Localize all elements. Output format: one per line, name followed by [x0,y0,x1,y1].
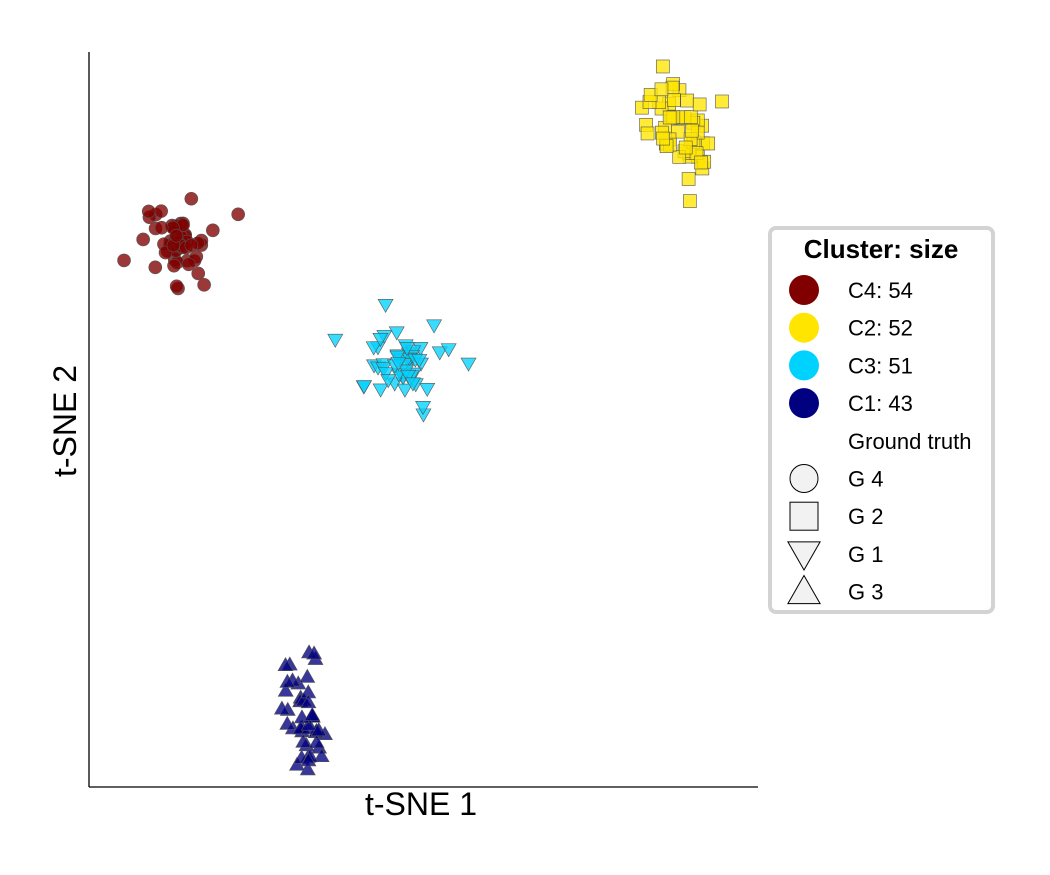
data-point-c3 [426,319,443,334]
data-point-c3 [415,401,432,416]
data-point-c3 [327,333,344,348]
data-point-c1 [300,716,317,731]
data-point-c3 [356,380,373,395]
data-point-c2 [656,59,670,74]
legend-swatch-2 [789,312,819,343]
data-point-c2 [662,110,677,125]
data-point-c4 [141,204,156,219]
data-point-c4 [169,279,184,294]
data-point-c1 [310,722,327,737]
data-point-c2 [683,110,698,124]
data-point-c4 [181,257,196,272]
legend-items: C4: 54 C2: 52 C3: 51 C1: 43 Ground truth G 4 G… [787,275,972,605]
data-point-c1 [279,673,296,688]
data-point-c2 [694,155,708,170]
data-point-c1 [306,645,323,660]
data-point-c4 [206,223,220,238]
data-point-c4 [154,204,168,218]
data-point-c1 [299,668,316,683]
data-point-c1 [300,752,317,767]
legend-cluster-label: C4: 54 [848,278,913,303]
data-point-c1 [299,761,316,776]
data-point-c3 [404,377,421,392]
data-point-c1 [277,656,294,671]
data-point-c4 [231,207,245,222]
legend-shape-label: G 1 [848,542,883,567]
data-point-c4 [167,258,181,273]
data-point-c1 [300,694,317,709]
data-point-c2 [656,131,670,146]
data-point-c4 [136,232,150,247]
x-axis-label: t-SNE 1 [365,786,477,822]
data-point-c4 [184,191,199,206]
y-axis-label: t-SNE 2 [47,365,83,477]
legend-shape-label: G 2 [848,504,883,529]
legend-shape-circle [789,464,819,493]
legend-swatch-3 [789,350,819,381]
data-point-c3 [411,354,428,369]
data-point-c3 [372,333,389,347]
data-point-c2 [684,123,699,138]
data-point-c4 [169,228,184,243]
data-point-c1 [308,734,325,749]
data-point-c3 [365,341,382,356]
data-point-c3 [377,299,394,314]
data-point-c1 [304,706,321,721]
data-point-c1 [313,748,330,763]
data-point-c3 [377,367,394,382]
data-point-c4 [154,220,169,235]
data-point-c1 [289,756,305,771]
data-point-c2 [715,94,729,109]
data-point-c2 [640,126,655,141]
legend: Cluster: size C4: 54 C2: 52 C3: 51 C1: 43 Gr… [768,226,995,614]
legend-cluster-label: C2: 52 [848,316,913,341]
data-point-c3 [400,369,417,384]
data-point-c2 [683,194,697,208]
data-point-c3 [396,383,413,398]
data-point-c2 [680,93,694,108]
data-point-c1 [279,715,296,730]
data-point-c4 [148,260,163,275]
data-point-c4 [184,238,199,252]
data-point-c3 [388,326,405,341]
data-point-c2 [681,172,696,186]
data-point-c3 [460,357,477,372]
legend-swatch-1 [789,275,819,305]
data-point-c4 [197,278,211,292]
legend-title: Cluster: size [804,234,959,264]
data-point-c1 [295,733,312,748]
legend-shape-triangle-up [787,574,821,605]
data-point-c2 [701,136,716,151]
data-point-c2 [667,93,681,107]
legend-shape-label: G 3 [848,580,883,605]
legend-cluster-label: C1: 43 [848,391,913,416]
data-point-c1 [273,700,290,715]
legend-swatch-4 [789,388,819,419]
legend-frame [768,226,995,614]
data-point-c3 [419,383,436,397]
data-point-c2 [678,140,693,155]
legend-shape-triangle-down [787,541,821,572]
data-point-c1 [277,682,294,697]
legend-cluster-label: C3: 51 [848,353,913,378]
legend-shape-label: G 4 [848,467,883,492]
data-point-c2 [692,97,707,112]
data-point-c4 [191,266,206,281]
data-point-c3 [380,374,397,389]
data-point-c3 [440,343,457,358]
data-point-c4 [117,253,131,268]
data-point-c3 [431,346,448,361]
data-point-c3 [399,342,415,357]
plot-area [117,59,729,776]
legend-ground-truth-label: Ground truth [848,429,972,454]
data-point-c2 [654,82,669,97]
legend-shape-square [789,501,819,531]
data-point-c3 [372,383,389,398]
data-point-c3 [390,357,407,372]
